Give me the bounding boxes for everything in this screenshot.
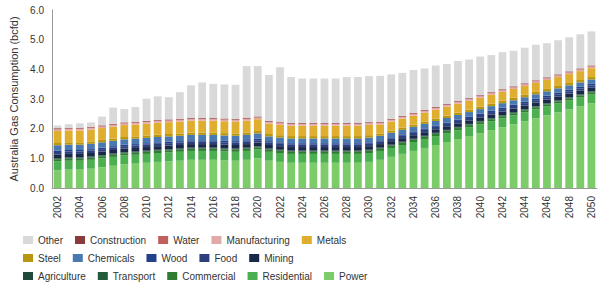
svg-text:2042: 2042 [497, 196, 508, 219]
svg-text:2026: 2026 [319, 196, 330, 219]
svg-text:Water: Water [173, 235, 200, 246]
svg-text:3.0: 3.0 [30, 94, 44, 105]
svg-text:2030: 2030 [363, 196, 374, 219]
svg-text:2038: 2038 [452, 196, 463, 219]
svg-text:2034: 2034 [408, 196, 419, 219]
svg-text:2044: 2044 [519, 196, 530, 219]
svg-text:Agriculture: Agriculture [38, 271, 86, 282]
svg-text:2002: 2002 [52, 196, 63, 219]
svg-text:2050: 2050 [586, 196, 597, 219]
svg-text:Mining: Mining [264, 253, 293, 264]
svg-text:2040: 2040 [475, 196, 486, 219]
svg-text:Power: Power [339, 271, 368, 282]
svg-text:2018: 2018 [230, 196, 241, 219]
svg-text:Transport: Transport [113, 271, 156, 282]
svg-text:5.0: 5.0 [30, 34, 44, 45]
svg-text:Other: Other [38, 235, 64, 246]
svg-text:2024: 2024 [297, 196, 308, 219]
svg-text:Residential: Residential [263, 271, 312, 282]
svg-text:Steel: Steel [38, 253, 61, 264]
svg-text:Food: Food [214, 253, 237, 264]
svg-text:Commercial: Commercial [182, 271, 235, 282]
svg-text:Chemicals: Chemicals [88, 253, 135, 264]
svg-text:1.0: 1.0 [30, 153, 44, 164]
svg-text:Metals: Metals [317, 235, 346, 246]
svg-text:2016: 2016 [208, 196, 219, 219]
svg-text:6.0: 6.0 [30, 5, 44, 16]
svg-text:Wood: Wood [161, 253, 187, 264]
svg-text:Manufacturing: Manufacturing [226, 235, 289, 246]
svg-text:2006: 2006 [97, 196, 108, 219]
svg-text:2020: 2020 [252, 196, 263, 219]
svg-text:2032: 2032 [386, 196, 397, 219]
svg-text:2036: 2036 [430, 196, 441, 219]
svg-text:0.0: 0.0 [30, 183, 44, 194]
svg-text:Australia Gas Consumption (bcf: Australia Gas Consumption (bcfd) [8, 16, 20, 181]
svg-text:2008: 2008 [119, 196, 130, 219]
svg-text:2012: 2012 [163, 196, 174, 219]
svg-text:2028: 2028 [341, 196, 352, 219]
svg-text:Construction: Construction [90, 235, 146, 246]
svg-text:2.0: 2.0 [30, 123, 44, 134]
svg-text:2046: 2046 [541, 196, 552, 219]
svg-text:2048: 2048 [564, 196, 575, 219]
svg-text:2010: 2010 [141, 196, 152, 219]
svg-text:2004: 2004 [74, 196, 85, 219]
svg-text:4.0: 4.0 [30, 64, 44, 75]
svg-text:2014: 2014 [186, 196, 197, 219]
svg-text:2022: 2022 [275, 196, 286, 219]
